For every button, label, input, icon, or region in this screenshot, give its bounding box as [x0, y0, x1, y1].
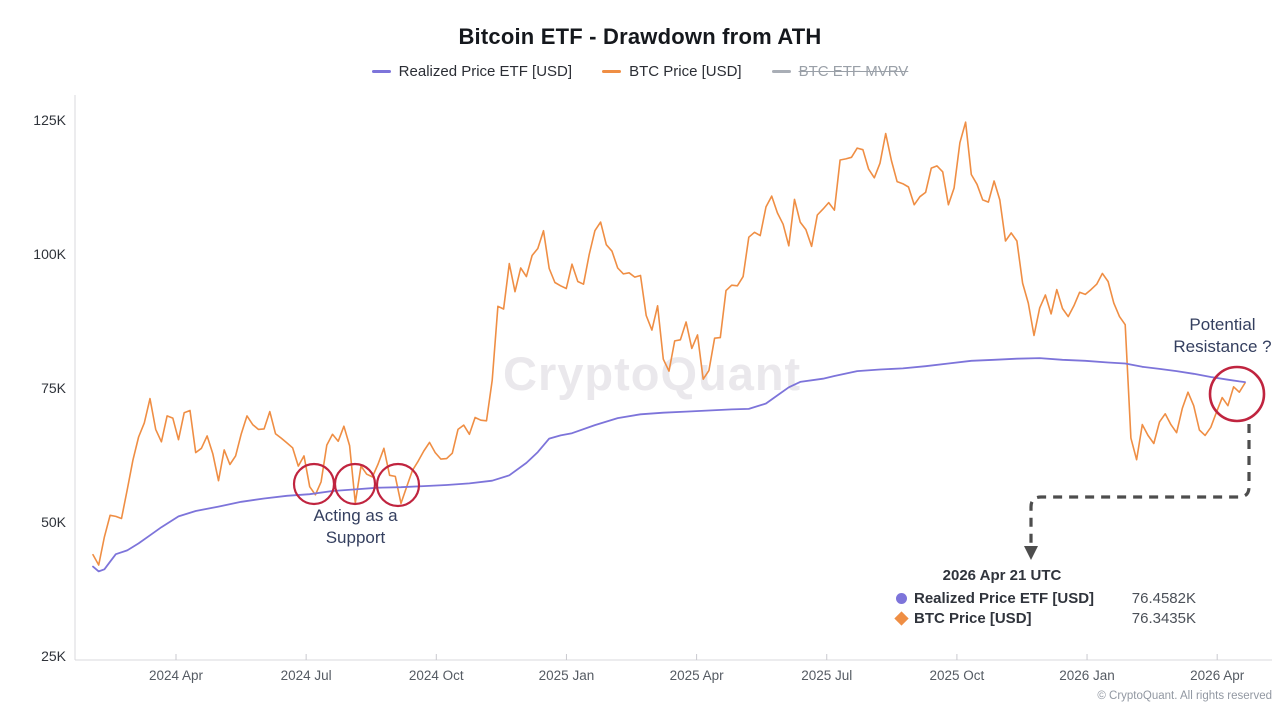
support-annotation-line2: Support [325, 528, 386, 548]
support-circle [333, 462, 377, 506]
page-title: Bitcoin ETF - Drawdown from ATH [458, 24, 822, 49]
diamond-marker-icon [894, 610, 909, 626]
legend-label: BTC ETF MVRV [798, 63, 909, 80]
support-circle [292, 462, 336, 506]
y-axis-label: 100K [33, 246, 66, 262]
legend-item-btc-price-usd[interactable]: BTC Price [USD] [602, 63, 742, 80]
pointer-arrow-line [1029, 424, 1251, 544]
y-axis-label: 50K [41, 514, 66, 530]
resistance-annotation-line1: Potential [1189, 315, 1256, 334]
x-axis-label: 2024 Jul [280, 668, 332, 683]
x-axis-label: 2025 Jul [801, 668, 853, 683]
y-axis-label: 75K [41, 380, 66, 396]
tooltip-series-label: Realized Price ETF [USD] [914, 589, 1095, 607]
series-lines [92, 121, 1246, 573]
resistance-annotation: Potential Resistance ? [1150, 314, 1280, 359]
x-axis-label: 2025 Apr [669, 668, 724, 683]
x-axis-label: 2025 Jan [538, 668, 595, 683]
series-line-btc-price-usd[interactable] [92, 121, 1246, 566]
tooltip-row: Realized Price ETF [USD] 76.4582K [896, 588, 1196, 608]
x-axis-label: 2025 Oct [929, 668, 985, 683]
resistance-circle [1208, 365, 1266, 423]
x-axis-label: 2026 Apr [1190, 668, 1245, 683]
tooltip-date: 2026 Apr 21 UTC [942, 567, 1062, 584]
annotation-shapes [292, 365, 1266, 560]
series-line-realized-price-etf-usd[interactable] [92, 357, 1246, 573]
x-axis-label: 2024 Oct [408, 668, 464, 683]
axes [74, 95, 1272, 661]
legend-swatch [771, 70, 791, 73]
support-circle [375, 462, 421, 508]
x-axis-label: 2026 Jan [1059, 668, 1115, 683]
legend-swatch [602, 70, 622, 73]
tooltip-series-value: 76.3435K [1131, 609, 1196, 627]
support-annotation: Acting as a Support [283, 505, 428, 550]
legend-label: BTC Price [USD] [629, 63, 742, 80]
y-axis-label: 125K [33, 112, 66, 128]
tooltip-series-value: 76.4582K [1131, 589, 1196, 607]
pointer-arrow-head [1024, 546, 1038, 560]
support-annotation-line1: Acting as a [313, 506, 398, 525]
legend-swatch [371, 70, 391, 73]
resistance-annotation-line2: Resistance ? [1173, 337, 1272, 357]
tooltip-row: BTC Price [USD] 76.3435K [894, 608, 1196, 628]
legend-item-realized-price-etf-usd[interactable]: Realized Price ETF [USD] [371, 63, 573, 80]
y-axis-label: 25K [41, 648, 66, 664]
legend-label: Realized Price ETF [USD] [398, 63, 573, 80]
legend-item-btc-etf-mvrv[interactable]: BTC ETF MVRV [771, 63, 909, 80]
tooltip-series-label: BTC Price [USD] [914, 609, 1032, 627]
cryptoquant-watermark: CryptoQuant [503, 347, 802, 400]
x-axis-label: 2024 Apr [148, 668, 204, 683]
data-tooltip: 2026 Apr 21 UTC Realized Price ETF [USD]… [894, 567, 1196, 628]
copyright-footer: © CryptoQuant. All rights reserved [1097, 690, 1272, 702]
circle-marker-icon [896, 592, 907, 604]
legend: Realized Price ETF [USD] BTC Price [USD] B… [0, 63, 1280, 80]
